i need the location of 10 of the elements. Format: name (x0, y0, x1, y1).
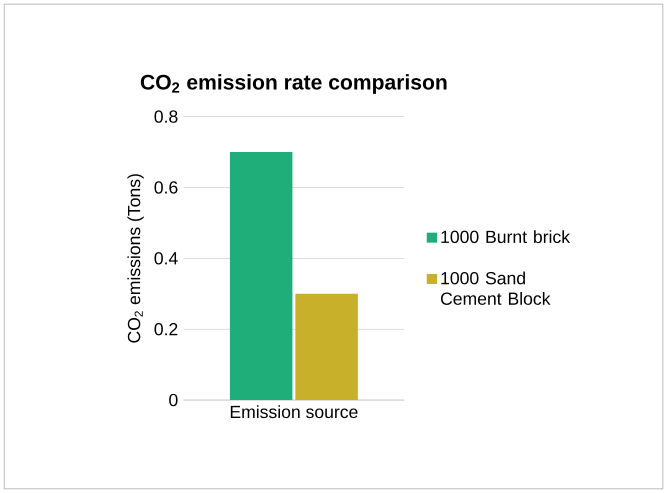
chart-title: CO$_{2}$ emission rate comparison (140, 74, 446, 94)
y-tick-label: 0.2 (154, 322, 178, 336)
y-axis-title: CO$_{2}$ emissions (Tons) (127, 174, 144, 343)
x-tick-label: Emission source (230, 405, 358, 418)
y-tick-label: 0.4 (154, 252, 178, 265)
y-tick-label: 0.6 (154, 181, 178, 194)
legend-label: 1000 Sand Cement Block (440, 272, 551, 305)
legend-label: 1000 Burnt brick (441, 230, 570, 244)
y-tick-label: 0 (169, 394, 178, 406)
y-tick-label: 0.8 (154, 110, 178, 123)
